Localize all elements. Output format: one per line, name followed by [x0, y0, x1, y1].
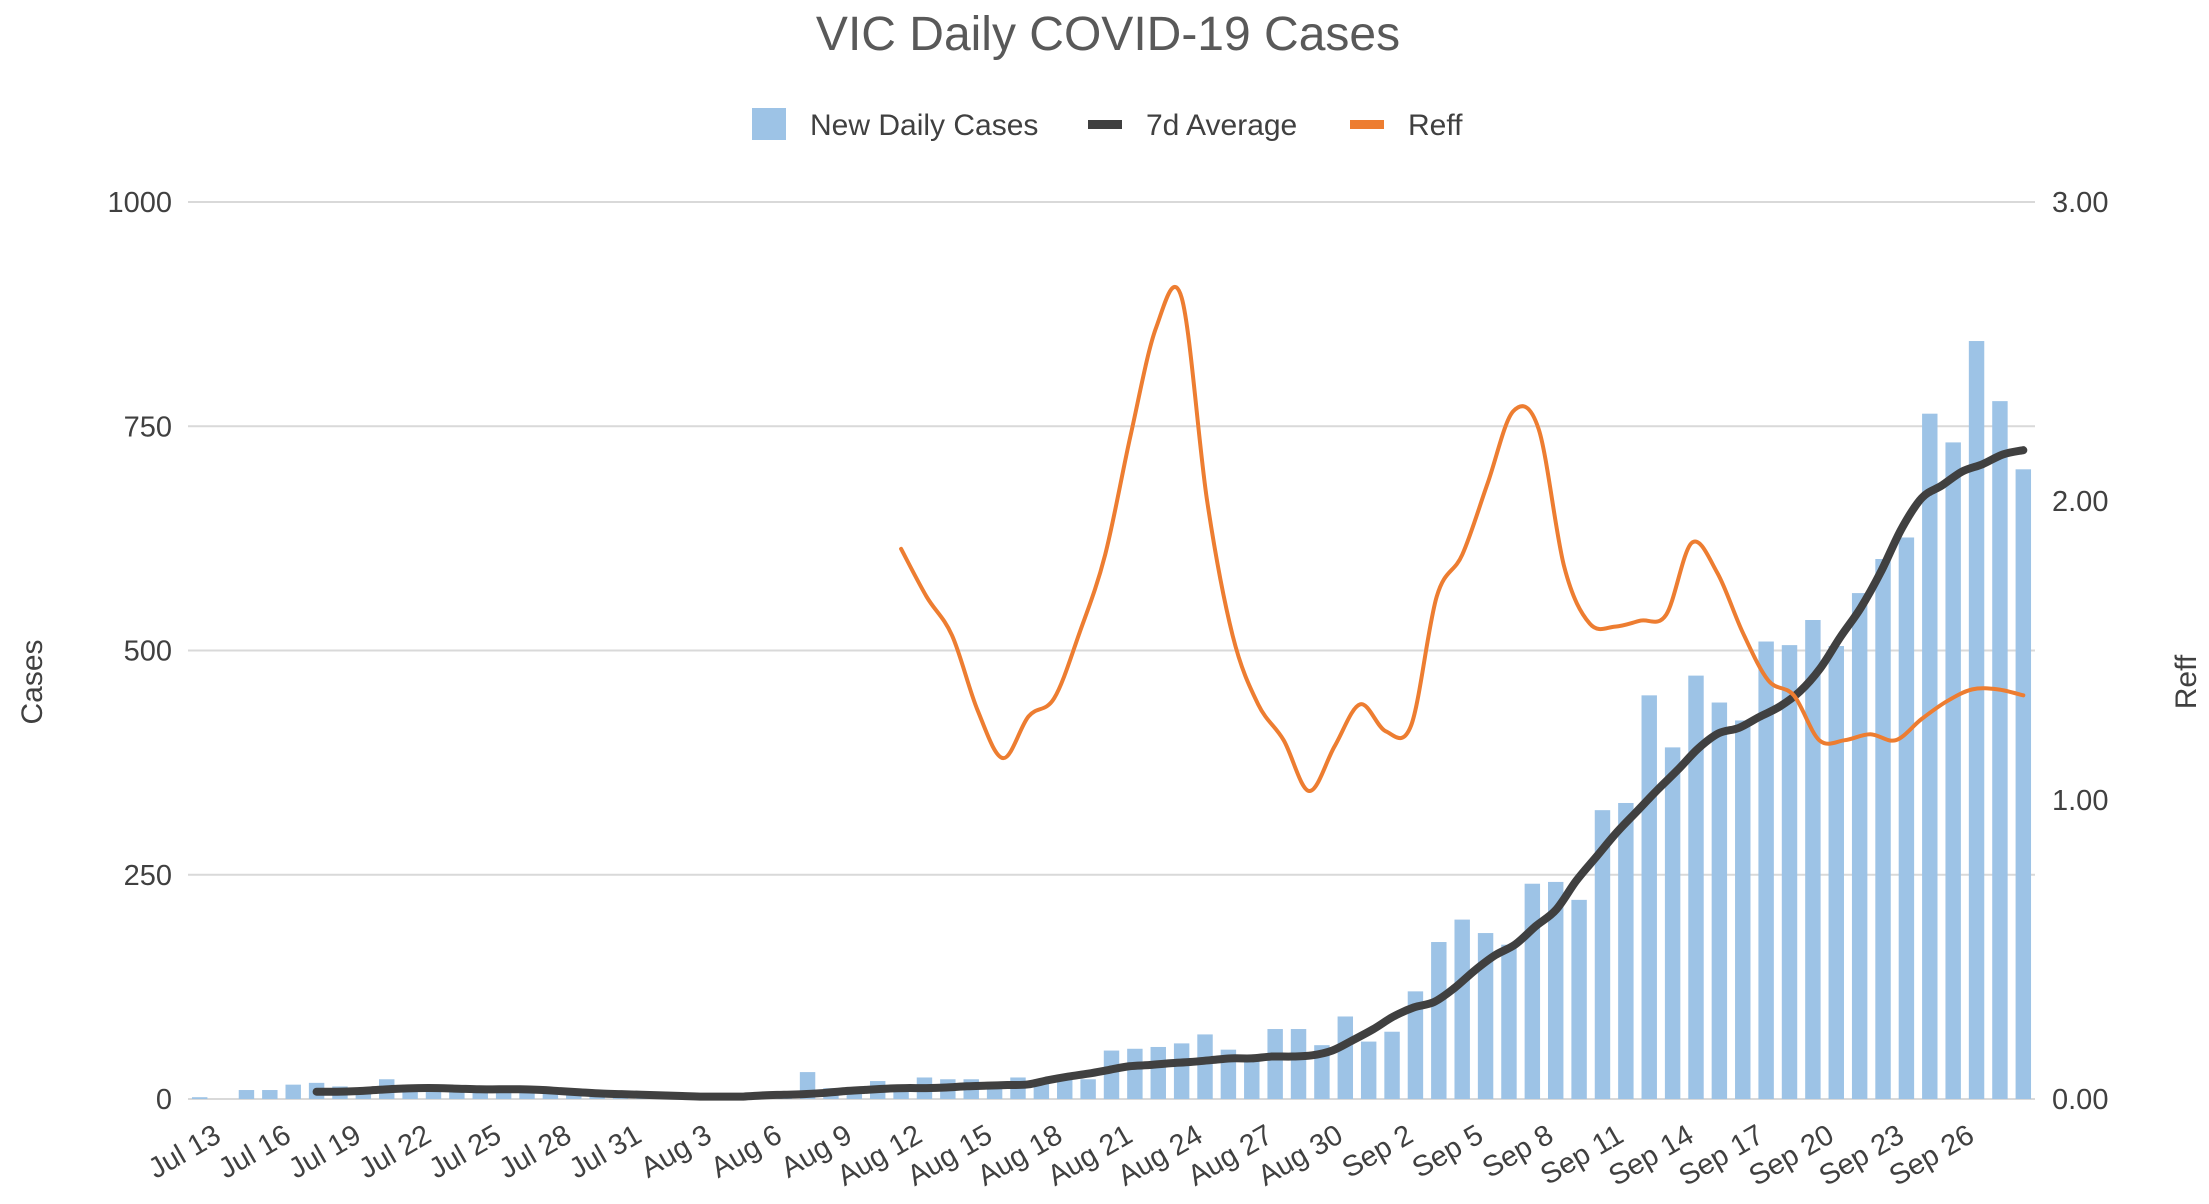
legend-swatch-reff: [1350, 120, 1384, 129]
bar: [1501, 944, 1517, 1099]
bar: [1992, 401, 2008, 1099]
legend: New Daily Cases 7d Average Reff: [752, 108, 1463, 142]
legend-swatch-new-daily-cases: [752, 108, 786, 140]
bar: [1150, 1046, 1166, 1099]
bar: [1758, 641, 1774, 1099]
x-tick-label: Jul 16: [213, 1119, 296, 1185]
bar: [1057, 1079, 1073, 1099]
bar: [1314, 1045, 1330, 1099]
bar: [1664, 747, 1681, 1099]
bar: [1290, 1029, 1307, 1099]
line-7d-average: [312, 446, 2028, 1101]
bar: [1477, 933, 1494, 1099]
y2-tick-label: 3.00: [2052, 187, 2108, 219]
legend-item-new-daily-cases: New Daily Cases: [752, 108, 1038, 142]
bar: [1360, 1041, 1377, 1099]
bar: [238, 1090, 255, 1099]
bar: [1524, 883, 1541, 1099]
bar: [1711, 702, 1728, 1099]
gridlines: [188, 201, 2035, 1100]
bar: [285, 1084, 301, 1099]
y-tick-label: 750: [124, 411, 172, 443]
x-tick-label: Jul 28: [494, 1119, 577, 1185]
y-axis-left-ticks: 0 250 500 750 1000: [107, 187, 172, 1116]
chart-title: VIC Daily COVID-19 Cases: [816, 8, 1400, 61]
bar: [1688, 675, 1704, 1099]
y-axis-title-right: Reff: [2170, 654, 2203, 709]
bar: [1431, 942, 1447, 1099]
bar: [262, 1090, 278, 1099]
legend-swatch-7d-average: [1088, 120, 1122, 129]
bar: [191, 1097, 208, 1099]
bar: [1828, 646, 1844, 1099]
bar: [519, 1090, 535, 1099]
legend-label-7d-average: 7d Average: [1146, 109, 1297, 142]
legend-item-reff: Reff: [1350, 109, 1463, 142]
bar: [472, 1090, 488, 1099]
line-series: [312, 285, 2028, 1101]
bar: [1454, 919, 1470, 1099]
y2-tick-label: 0.00: [2052, 1084, 2108, 1116]
bar: [1407, 991, 1424, 1099]
x-tick-label: Sep 2: [1337, 1119, 1419, 1185]
line-reff: [899, 285, 2026, 794]
bar: [1898, 537, 1915, 1099]
x-tick-label: Jul 25: [424, 1119, 507, 1185]
legend-item-7d-average: 7d Average: [1088, 109, 1297, 142]
bar: [1781, 645, 1798, 1099]
bar: [1384, 1031, 1400, 1099]
bar: [1197, 1034, 1213, 1099]
y-tick-label: 500: [124, 636, 172, 668]
bar-series-new-daily-cases: [191, 341, 2032, 1099]
bar: [1641, 695, 1657, 1099]
bar: [1735, 720, 1751, 1099]
bar: [1127, 1048, 1143, 1099]
y-tick-label: 1000: [107, 187, 172, 219]
y2-tick-label: 1.00: [2052, 785, 2108, 817]
bar: [1080, 1079, 1096, 1099]
bar: [1594, 810, 1611, 1099]
bar: [893, 1088, 909, 1099]
x-tick-label: Aug 3: [636, 1119, 718, 1185]
legend-label-reff: Reff: [1408, 109, 1463, 142]
x-tick-label: Sep 5: [1407, 1119, 1489, 1185]
bar: [1922, 413, 1938, 1099]
y-tick-label: 250: [124, 860, 172, 892]
bar: [1875, 559, 1891, 1099]
x-tick-label: Jul 19: [283, 1119, 366, 1185]
bar: [542, 1090, 559, 1099]
legend-label-new-daily-cases: New Daily Cases: [810, 109, 1038, 142]
bar: [1805, 620, 1821, 1099]
bar: [1618, 802, 1634, 1099]
bar: [1173, 1043, 1190, 1099]
y2-tick-label: 2.00: [2052, 486, 2108, 518]
x-tick-label: Jul 22: [354, 1119, 437, 1185]
y-tick-label: 0: [156, 1084, 172, 1116]
bar: [1244, 1061, 1260, 1099]
bar: [1571, 899, 1587, 1099]
bar: [1851, 593, 1868, 1099]
x-tick-label: Jul 31: [564, 1119, 647, 1185]
x-tick-label: Jul 13: [143, 1119, 226, 1185]
bar: [1267, 1029, 1283, 1099]
bar: [846, 1093, 863, 1099]
bar: [1103, 1050, 1120, 1099]
bar: [1945, 442, 1961, 1099]
bar: [1337, 1016, 1354, 1099]
x-tick-label: Aug 6: [706, 1119, 788, 1185]
y-axis-title-left: Cases: [16, 639, 49, 724]
bar: [2015, 469, 2032, 1099]
bar: [425, 1088, 442, 1099]
bar: [1968, 341, 1985, 1099]
bar: [1547, 881, 1564, 1099]
y-axis-right-ticks: 0.00 1.00 2.00 3.00: [2052, 187, 2108, 1116]
